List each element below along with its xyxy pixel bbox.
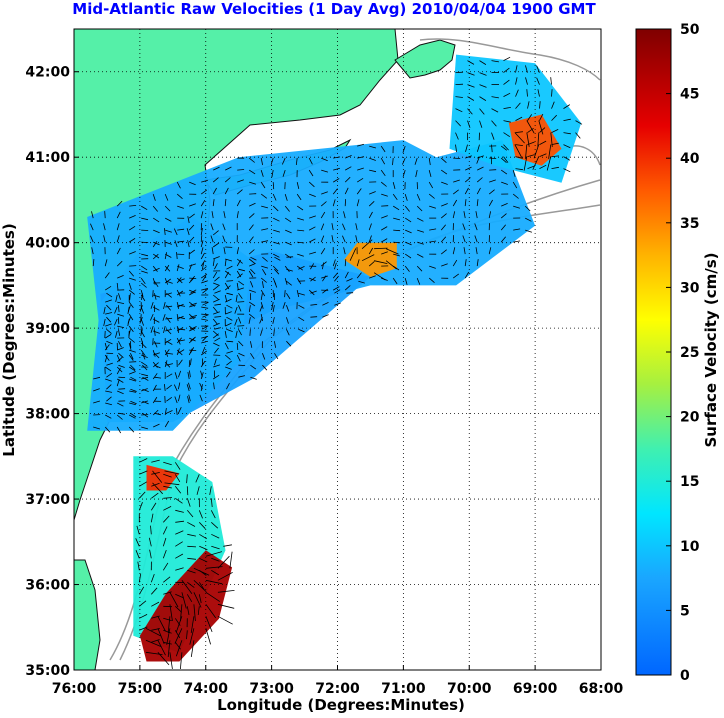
colorbar-tick-label: 10 xyxy=(680,539,700,555)
x-tick-label: 76:00 xyxy=(52,681,97,697)
colorbar-tick-label: 20 xyxy=(680,410,700,426)
colorbar-tick-label: 30 xyxy=(680,280,700,296)
chart-title: Mid-Atlantic Raw Velocities (1 Day Avg) … xyxy=(72,0,596,18)
velocity-arrow xyxy=(129,266,136,267)
velocity-arrow xyxy=(187,486,188,495)
velocity-arrow xyxy=(105,211,106,218)
velocity-arrow xyxy=(118,389,125,390)
velocity-arrow xyxy=(153,338,154,345)
x-tick-label: 72:00 xyxy=(315,681,360,697)
colorbar-tick-label: 35 xyxy=(680,216,699,232)
colorbar-tick-label: 45 xyxy=(680,87,699,103)
colorbar-tick-label: 50 xyxy=(680,22,700,38)
y-axis-label: Latitude (Degrees:Minutes) xyxy=(0,223,18,456)
velocity-arrow xyxy=(310,317,317,318)
y-axis: 35:00 36:00 37:00 38:00 39:00 40:00 41:00 42:00 xyxy=(25,65,79,679)
x-tick-label: 69:00 xyxy=(513,681,558,697)
velocity-arrow xyxy=(250,329,251,336)
x-tick-label: 70:00 xyxy=(447,681,492,697)
y-tick-label: 37:00 xyxy=(25,492,70,508)
x-axis-label: Longitude (Degrees:Minutes) xyxy=(217,696,465,714)
y-tick-label: 41:00 xyxy=(25,150,70,166)
y-tick-label: 38:00 xyxy=(25,407,70,423)
velocity-arrow xyxy=(189,350,196,351)
velocity-arrow xyxy=(141,415,148,416)
colorbar-tick-label: 40 xyxy=(680,151,700,167)
y-tick-label: 40:00 xyxy=(25,236,70,252)
y-tick-label: 35:00 xyxy=(25,663,70,679)
colorbar xyxy=(636,29,671,675)
x-tick-label: 71:00 xyxy=(381,681,426,697)
velocity-arrow xyxy=(153,290,154,297)
colorbar-tick-label: 0 xyxy=(680,668,690,684)
velocity-arrow xyxy=(201,223,202,230)
y-tick-label: 36:00 xyxy=(25,578,70,594)
colorbar-label: Surface Velocity (cm/s) xyxy=(702,252,720,447)
x-tick-label: 75:00 xyxy=(118,681,163,697)
x-tick-label: 68:00 xyxy=(579,681,624,697)
y-tick-label: 39:00 xyxy=(25,321,70,337)
velocity-arrow xyxy=(237,326,244,327)
x-tick-label: 73:00 xyxy=(249,681,294,697)
colorbar-tick-label: 15 xyxy=(680,474,699,490)
x-tick-label: 74:00 xyxy=(183,681,228,697)
velocity-arrow xyxy=(237,302,244,303)
colorbar-tick-label: 5 xyxy=(680,603,690,619)
velocity-arrow xyxy=(273,182,274,189)
velocity-arrow xyxy=(346,293,353,294)
y-tick-label: 42:00 xyxy=(25,65,70,81)
colorbar-tick-label: 25 xyxy=(680,345,699,361)
